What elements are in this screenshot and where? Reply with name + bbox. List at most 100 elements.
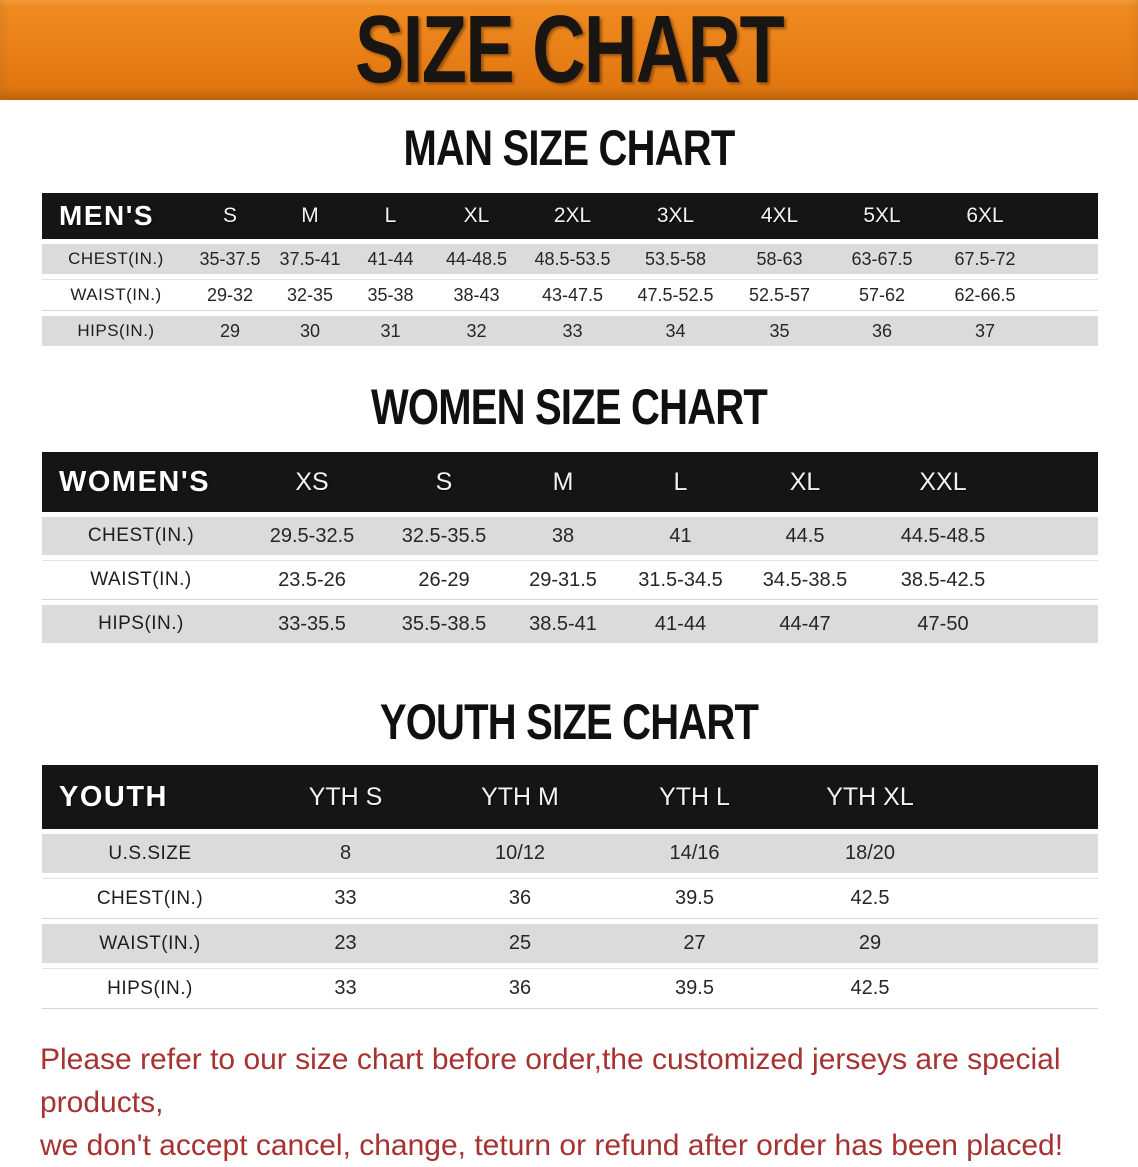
- row-filler-cell: [1015, 560, 1098, 600]
- size-header-cell: 4XL: [728, 193, 831, 239]
- measurement-value: 31.5-34.5: [622, 560, 739, 600]
- women-row-hips-in: HIPS(IN.) 33-35.5 35.5-38.5 38.5-41 41-44 44-…: [42, 605, 1098, 643]
- row-filler-cell: [1037, 244, 1098, 274]
- size-header-cell: XXL: [871, 452, 1015, 512]
- measurement-value: 37.5-41: [270, 244, 350, 274]
- measurement-label: HIPS(IN.): [42, 605, 240, 643]
- size-header-cell: YTH M: [433, 765, 607, 829]
- row-filler-cell: [1015, 517, 1098, 555]
- measurement-value: 33: [522, 316, 623, 346]
- measurement-value: 30: [270, 316, 350, 346]
- size-header-cell: XS: [240, 452, 384, 512]
- measurement-value: 41-44: [622, 605, 739, 643]
- men-size-section: MAN SIZE CHART MEN'S S M L XL 2XL 3XL 4XL 5XL 6XL…: [0, 120, 1138, 351]
- measurement-value: 47-50: [871, 605, 1015, 643]
- measurement-value: 35-38: [350, 279, 431, 311]
- measurement-value: 38-43: [431, 279, 522, 311]
- header-filler-cell: [1015, 452, 1098, 512]
- measurement-value: 34.5-38.5: [739, 560, 871, 600]
- women-row-waist-in: WAIST(IN.) 23.5-26 26-29 29-31.5 31.5-34.5 34…: [42, 560, 1098, 600]
- youth-header-row: YOUTH YTH S YTH M YTH L YTH XL: [42, 765, 1098, 829]
- measurement-value: 26-29: [384, 560, 504, 600]
- size-header-cell: 3XL: [623, 193, 728, 239]
- measurement-label: HIPS(IN.): [42, 968, 258, 1009]
- header-filler-cell: [1037, 193, 1098, 239]
- measurement-value: 48.5-53.5: [522, 244, 623, 274]
- youth-row-waist-in: WAIST(IN.) 23 25 27 29: [42, 924, 1098, 963]
- row-filler-cell: [958, 924, 1098, 963]
- measurement-value: 29: [782, 924, 958, 963]
- measurement-value: 43-47.5: [522, 279, 623, 311]
- men-table-title: MAN SIZE CHART: [403, 120, 735, 176]
- measurement-value: 44.5: [739, 517, 871, 555]
- measurement-value: 31: [350, 316, 431, 346]
- measurement-value: 36: [433, 968, 607, 1009]
- measurement-value: 57-62: [831, 279, 933, 311]
- size-header-cell: S: [190, 193, 270, 239]
- measurement-label: WAIST(IN.): [42, 924, 258, 963]
- measurement-value: 23: [258, 924, 433, 963]
- youth-row-hips-in: HIPS(IN.) 33 36 39.5 42.5: [42, 968, 1098, 1009]
- size-header-cell: YTH S: [258, 765, 433, 829]
- banner-title: SIZE CHART: [354, 0, 785, 103]
- measurement-value: 23.5-26: [240, 560, 384, 600]
- measurement-value: 34: [623, 316, 728, 346]
- women-row-chest-in: CHEST(IN.) 29.5-32.5 32.5-35.5 38 41 44.5 44.5…: [42, 517, 1098, 555]
- women-header-row: WOMEN'S XS S M L XL XXL: [42, 452, 1098, 512]
- measurement-value: 18/20: [782, 834, 958, 873]
- youth-row-u-s-size: U.S.SIZE 8 10/12 14/16 18/20: [42, 834, 1098, 873]
- measurement-label: WAIST(IN.): [42, 279, 190, 311]
- measurement-value: 32-35: [270, 279, 350, 311]
- measurement-value: 27: [607, 924, 782, 963]
- men-row-chest-in: CHEST(IN.) 35-37.5 37.5-41 41-44 44-48.5 48.5…: [42, 244, 1098, 274]
- row-filler-cell: [1037, 279, 1098, 311]
- measurement-value: 29.5-32.5: [240, 517, 384, 555]
- men-header-row: MEN'S S M L XL 2XL 3XL 4XL 5XL 6XL: [42, 193, 1098, 239]
- men-corner-label: MEN'S: [42, 193, 190, 239]
- measurement-value: 35: [728, 316, 831, 346]
- measurement-label: WAIST(IN.): [42, 560, 240, 600]
- men-row-hips-in: HIPS(IN.) 29 30 31 32 33 34 35 36 37: [42, 316, 1098, 346]
- measurement-value: 38: [504, 517, 622, 555]
- row-filler-cell: [958, 834, 1098, 873]
- size-charts-main: MAN SIZE CHART MEN'S S M L XL 2XL 3XL 4XL 5XL 6XL…: [0, 120, 1138, 1014]
- measurement-value: 36: [433, 878, 607, 919]
- size-header-cell: 2XL: [522, 193, 623, 239]
- youth-size-table: YOUTH YTH S YTH M YTH L YTH XL U.S.SIZE 8 10/12…: [42, 760, 1098, 1014]
- women-size-table: WOMEN'S XS S M L XL XXL CHEST(IN.) 29.5-32.5 32.5…: [42, 447, 1098, 648]
- order-disclaimer-note: Please refer to our size chart before or…: [40, 1038, 1120, 1167]
- women-table-title: WOMEN SIZE CHART: [370, 379, 768, 435]
- measurement-label: U.S.SIZE: [42, 834, 258, 873]
- row-filler-cell: [958, 878, 1098, 919]
- women-size-section: WOMEN SIZE CHART WOMEN'S XS S M L XL XXL CHEST(…: [0, 379, 1138, 648]
- measurement-value: 62-66.5: [933, 279, 1037, 311]
- measurement-value: 35-37.5: [190, 244, 270, 274]
- measurement-value: 33-35.5: [240, 605, 384, 643]
- measurement-value: 37: [933, 316, 1037, 346]
- youth-corner-label: YOUTH: [42, 765, 258, 829]
- measurement-value: 29-31.5: [504, 560, 622, 600]
- measurement-value: 39.5: [607, 968, 782, 1009]
- measurement-value: 52.5-57: [728, 279, 831, 311]
- measurement-value: 33: [258, 968, 433, 1009]
- row-filler-cell: [1037, 316, 1098, 346]
- note-line-1: Please refer to our size chart before or…: [40, 1043, 1061, 1119]
- women-corner-label: WOMEN'S: [42, 452, 240, 512]
- measurement-value: 14/16: [607, 834, 782, 873]
- row-filler-cell: [1015, 605, 1098, 643]
- size-header-cell: M: [504, 452, 622, 512]
- size-header-cell: 5XL: [831, 193, 933, 239]
- men-size-table: MEN'S S M L XL 2XL 3XL 4XL 5XL 6XL CHEST(IN.) 35-37…: [42, 188, 1098, 351]
- measurement-value: 35.5-38.5: [384, 605, 504, 643]
- measurement-value: 32: [431, 316, 522, 346]
- measurement-label: HIPS(IN.): [42, 316, 190, 346]
- measurement-value: 47.5-52.5: [623, 279, 728, 311]
- measurement-value: 29-32: [190, 279, 270, 311]
- size-header-cell: 6XL: [933, 193, 1037, 239]
- size-header-cell: XL: [739, 452, 871, 512]
- youth-table-title: YOUTH SIZE CHART: [379, 694, 759, 750]
- measurement-value: 44.5-48.5: [871, 517, 1015, 555]
- measurement-value: 39.5: [607, 878, 782, 919]
- measurement-value: 42.5: [782, 968, 958, 1009]
- measurement-value: 32.5-35.5: [384, 517, 504, 555]
